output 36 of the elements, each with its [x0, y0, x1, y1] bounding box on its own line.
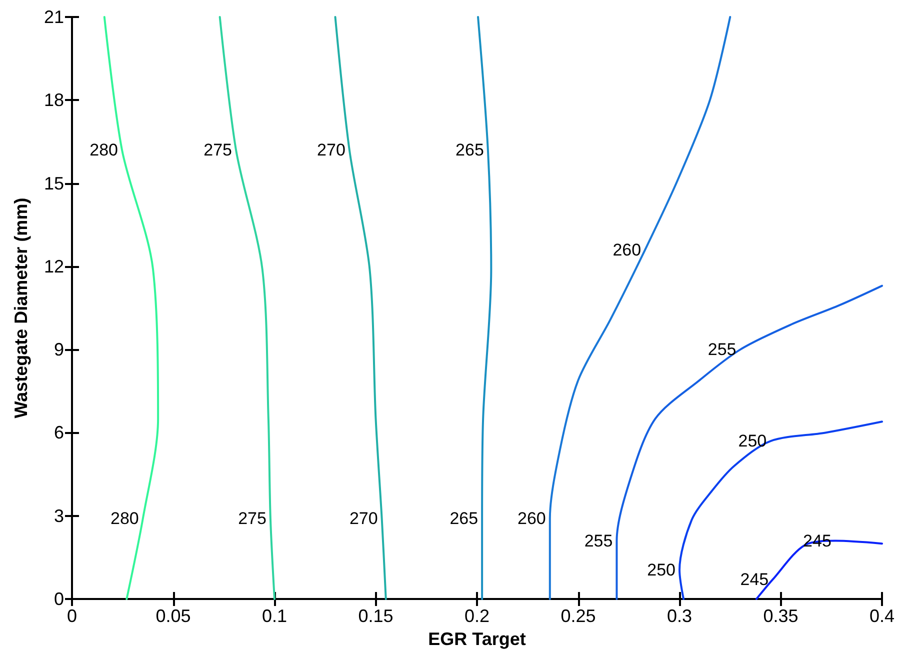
series-label: 250 [738, 432, 767, 451]
y-tick-label: 12 [44, 256, 64, 276]
text: 270 [349, 509, 378, 528]
series-label: 270 [317, 140, 346, 160]
text: 275 [238, 509, 266, 528]
line-series [616, 284, 883, 600]
y-tick-label: 3 [54, 506, 64, 526]
x-tick-label: 0.1 [262, 606, 288, 626]
series-label: 280 [110, 509, 139, 528]
y-tick-label: 21 [44, 7, 64, 27]
x-tick-label: 0.05 [156, 606, 191, 626]
x-tick-label: 0.2 [464, 606, 490, 626]
x-tick-label: 0.3 [666, 606, 692, 626]
y-axis-title: Wastegate Diameter (mm) [11, 198, 31, 418]
y-tick-label: 6 [54, 422, 64, 443]
series-label: 265 [456, 140, 484, 160]
x-tick-label: 0.25 [560, 606, 596, 626]
y-tick-label: 18 [44, 90, 64, 110]
line-series [678, 420, 883, 600]
x-tick-label: 0.4 [869, 606, 895, 626]
series-label: 260 [612, 240, 642, 260]
y-tick-label: 9 [54, 340, 64, 360]
x-tick-label: 0 [66, 606, 78, 626]
text: 265 [450, 509, 478, 528]
series-label: 255 [708, 340, 736, 360]
x-tick-label: 0.15 [358, 606, 394, 626]
series-label: 275 [204, 140, 232, 160]
x-tick-label: 0.35 [763, 606, 798, 626]
text: 280 [90, 140, 118, 160]
text: 245 [740, 570, 769, 590]
y-tick-label: 0 [54, 589, 64, 609]
text: 255 [584, 531, 613, 550]
y-tick-label: 15 [44, 173, 64, 194]
x-axis-title: EGR Target [428, 628, 526, 649]
text: 260 [518, 509, 546, 528]
text: 250 [647, 560, 676, 580]
